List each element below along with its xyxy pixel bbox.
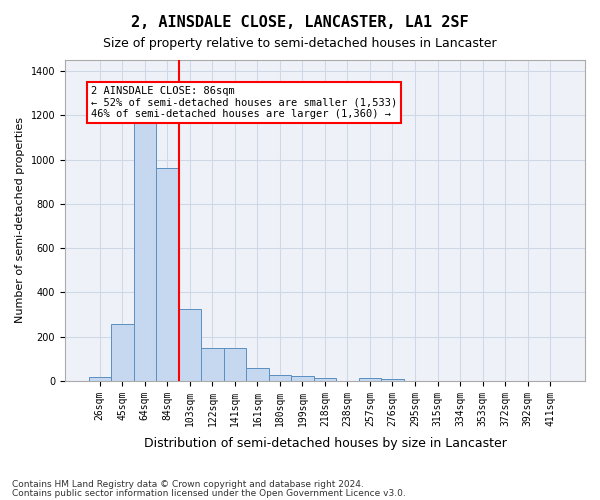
Bar [224, 348, 246, 381]
Text: Contains HM Land Registry data © Crown copyright and database right 2024.: Contains HM Land Registry data © Crown c… [12, 480, 364, 489]
Bar [156, 168, 179, 381]
Text: 2, AINSDALE CLOSE, LANCASTER, LA1 2SF: 2, AINSDALE CLOSE, LANCASTER, LA1 2SF [131, 15, 469, 30]
Bar [134, 116, 156, 381]
Bar [291, 376, 314, 381]
Bar [359, 378, 381, 381]
Text: Contains public sector information licensed under the Open Government Licence v3: Contains public sector information licen… [12, 488, 406, 498]
Y-axis label: Number of semi-detached properties: Number of semi-detached properties [15, 118, 25, 324]
Bar [381, 378, 404, 381]
Bar [201, 348, 224, 381]
Bar [111, 324, 134, 381]
Bar [269, 374, 291, 381]
Text: Size of property relative to semi-detached houses in Lancaster: Size of property relative to semi-detach… [103, 38, 497, 51]
Bar [179, 309, 201, 381]
X-axis label: Distribution of semi-detached houses by size in Lancaster: Distribution of semi-detached houses by … [143, 437, 506, 450]
Bar [89, 377, 111, 381]
Bar [314, 378, 336, 381]
Bar [246, 368, 269, 381]
Text: 2 AINSDALE CLOSE: 86sqm
← 52% of semi-detached houses are smaller (1,533)
46% of: 2 AINSDALE CLOSE: 86sqm ← 52% of semi-de… [91, 86, 397, 119]
